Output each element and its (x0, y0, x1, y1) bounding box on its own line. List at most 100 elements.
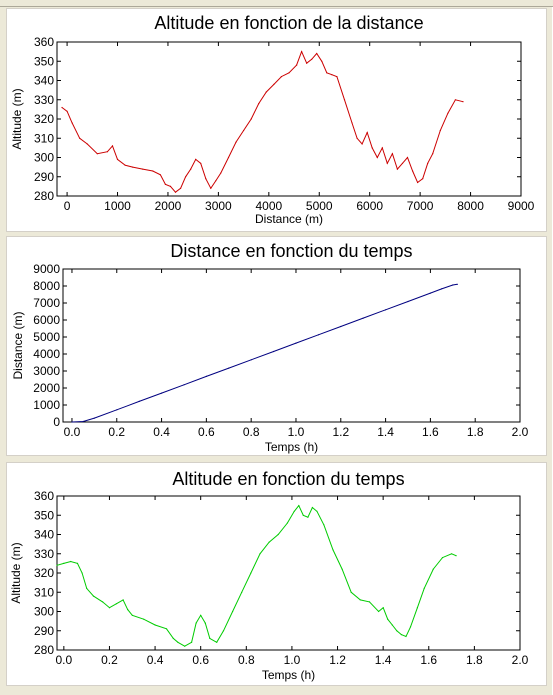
y-tick-label: 330 (34, 547, 54, 561)
y-tick-label: 290 (34, 170, 54, 184)
x-tick-label: 4000 (255, 199, 282, 213)
data-point (301, 51, 303, 53)
data-point (386, 162, 388, 164)
data-point (127, 609, 129, 611)
chart-panel-distance-time: Distance en fonction du temps 0.0 0.2 0.4 0.… (6, 236, 547, 456)
data-point (441, 288, 443, 290)
data-point (222, 630, 225, 632)
data-point (295, 342, 297, 344)
data-point (400, 634, 402, 636)
data-point (177, 641, 179, 643)
data-point (362, 317, 364, 319)
data-point (161, 392, 163, 394)
data-point (66, 110, 68, 112)
data-point (382, 607, 384, 609)
data-point (376, 156, 378, 159)
y-tick-label: 8000 (33, 279, 60, 293)
data-point (190, 168, 192, 170)
data-point (432, 153, 434, 155)
data-point (174, 191, 177, 193)
y-tick-label: 290 (34, 624, 54, 638)
data-point (391, 624, 393, 626)
data-point (259, 553, 261, 555)
data-point (356, 137, 358, 139)
x-tick-label: 0.4 (153, 425, 170, 439)
x-tick-label: 1000 (104, 199, 131, 213)
y-tick-label: 280 (34, 189, 54, 203)
data-point (296, 64, 298, 66)
data-point (293, 510, 295, 512)
data-point (462, 101, 464, 103)
data-point (92, 595, 95, 597)
series-line (56, 504, 457, 647)
y-tick-label: 340 (34, 528, 54, 542)
x-axis-label: Distance (m) (255, 212, 323, 226)
data-point (124, 164, 126, 166)
y-tick-label: 9000 (33, 262, 60, 276)
data-point (409, 626, 412, 628)
data-point (132, 166, 134, 168)
data-point (108, 607, 111, 609)
data-point (210, 187, 212, 189)
x-tick-label: 0 (64, 199, 71, 213)
x-tick-label: 2000 (155, 199, 182, 213)
data-point (102, 601, 104, 603)
data-point (441, 557, 444, 559)
plot-area-frame (56, 495, 521, 651)
data-point (452, 284, 454, 286)
data-point (317, 334, 319, 336)
data-point (115, 603, 117, 605)
y-tick-label: 280 (34, 643, 54, 657)
data-point (159, 174, 161, 176)
data-point (277, 533, 279, 536)
chart-altitude-time: Altitude en fonction du temps 0.0 0.2 0.4 0.… (9, 469, 529, 682)
data-point (70, 560, 72, 563)
data-point (241, 591, 243, 593)
data-point (250, 572, 252, 574)
y-tick-label: 7000 (33, 296, 60, 310)
data-point (227, 156, 230, 159)
y-tick-label: 2000 (33, 381, 60, 395)
x-tick-label: 0.2 (108, 425, 125, 439)
data-point (340, 325, 342, 328)
x-tick-label: 0.0 (55, 653, 72, 667)
data-point (401, 162, 404, 164)
data-point (183, 384, 185, 386)
y-tick-label: 330 (34, 93, 54, 107)
x-tick-label: 0.0 (64, 425, 81, 439)
x-tick-label: 0.4 (147, 653, 164, 667)
x-tick-label: 1.2 (332, 425, 349, 439)
x-tick-label: 1.6 (422, 425, 439, 439)
data-point (323, 524, 325, 526)
data-point (387, 618, 389, 620)
data-point (331, 74, 333, 76)
data-point (138, 400, 140, 402)
data-point (368, 601, 371, 603)
x-tick-label: 5000 (306, 199, 333, 213)
data-point (454, 99, 456, 101)
data-point (79, 137, 81, 139)
x-tick-label: 3000 (205, 199, 232, 213)
chart-title: Altitude en fonction de la distance (154, 13, 423, 33)
x-tick-label: 0.8 (238, 653, 255, 667)
y-tick-label: 360 (34, 35, 54, 49)
data-point (250, 118, 252, 120)
data-point (371, 147, 373, 149)
data-point (280, 76, 282, 78)
data-point (165, 628, 168, 630)
x-tick-label: 1.0 (284, 653, 301, 667)
data-point (258, 103, 260, 105)
plot-area-frame (56, 41, 522, 197)
x-axis-label: Temps (h) (265, 440, 318, 454)
data-point (195, 158, 197, 160)
data-point (204, 622, 206, 624)
data-point (142, 168, 144, 170)
data-point (306, 62, 308, 64)
chart-panel-altitude-distance: Altitude en fonction de la distance 0 1000… (6, 8, 547, 232)
data-point (205, 178, 207, 180)
data-point (82, 420, 84, 423)
data-point (406, 156, 409, 159)
data-point (286, 522, 288, 524)
data-point (359, 599, 361, 601)
data-point (86, 587, 88, 589)
